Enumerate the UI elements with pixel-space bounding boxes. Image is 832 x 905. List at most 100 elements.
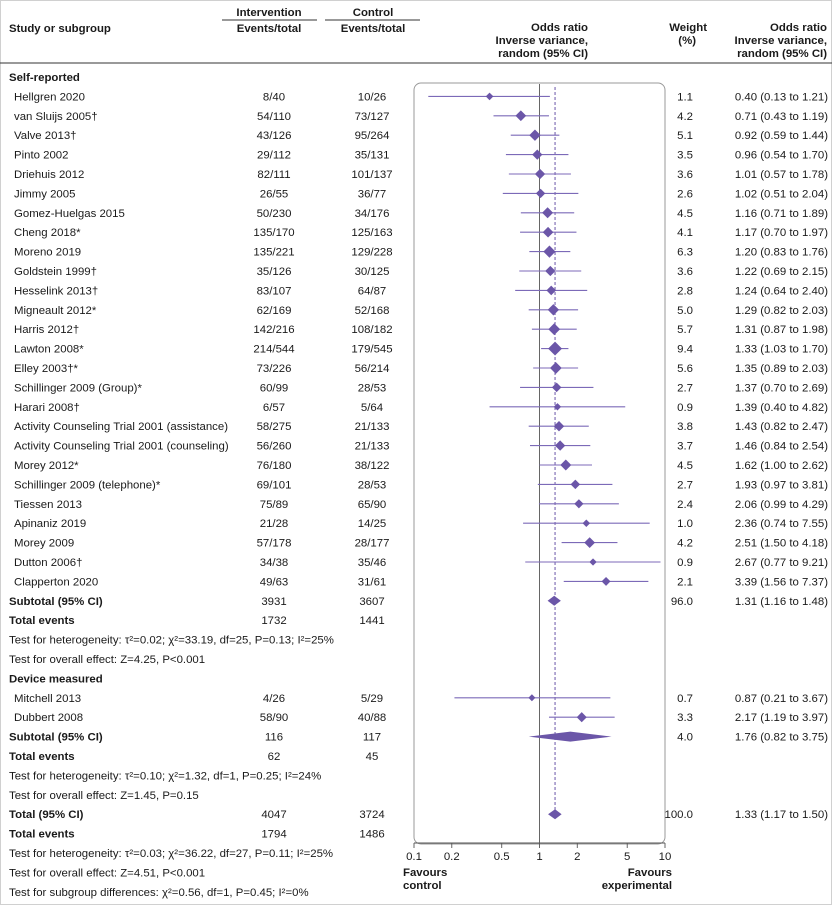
row-label: Test for overall effect: Z=4.51, P<0.001 [9, 867, 205, 879]
intervention-value: 29/112 [257, 150, 291, 162]
intervention-value: 43/126 [257, 130, 292, 142]
row-label: Test for subgroup differences: χ²=0.56, … [9, 887, 309, 899]
row-label: Activity Counseling Trial 2001 (counseli… [14, 441, 229, 453]
control-value: 1486 [359, 829, 384, 841]
odds-ratio-value: 2.36 (0.74 to 7.55) [735, 518, 828, 530]
weight-value: 6.3 [677, 247, 693, 259]
header-control: Control [353, 7, 394, 19]
intervention-value: 82/111 [257, 169, 290, 181]
study-point [548, 341, 562, 356]
odds-ratio-value: 1.46 (0.84 to 2.54) [735, 441, 828, 453]
control-value: 3607 [359, 596, 384, 608]
weight-value: 1.1 [677, 91, 693, 103]
study-point [549, 362, 562, 374]
row-label: Schillinger 2009 (Group)* [14, 382, 142, 394]
intervention-value: 26/55 [260, 188, 289, 200]
intervention-value: 4047 [261, 809, 286, 821]
odds-ratio-value: 1.31 (1.16 to 1.48) [735, 596, 828, 608]
weight-value: 5.1 [677, 130, 693, 142]
row-label: Total (95% CI) [9, 809, 84, 821]
odds-ratio-value: 1.01 (0.57 to 1.78) [735, 169, 828, 181]
row-label: Apinaniz 2019 [14, 518, 86, 530]
odds-ratio-value: 0.92 (0.59 to 1.44) [735, 130, 828, 142]
weight-value: 5.0 [677, 305, 693, 317]
odds-ratio-value: 1.33 (1.17 to 1.50) [735, 809, 828, 821]
row-label: Device measured [9, 673, 103, 685]
odds-ratio-value: 1.76 (0.82 to 3.75) [735, 732, 828, 744]
favours-control-line1: Favours [403, 867, 447, 879]
odds-ratio-value: 1.24 (0.64 to 2.40) [735, 285, 828, 297]
favours-control-line2: control [403, 880, 442, 892]
row-label: Harris 2012† [14, 324, 79, 336]
intervention-value: 3931 [261, 596, 286, 608]
control-value: 10/26 [358, 91, 387, 103]
row-label: Subtotal (95% CI) [9, 732, 103, 744]
weight-value: 1.0 [677, 518, 693, 530]
control-value: 28/53 [358, 382, 387, 394]
control-value: 30/125 [355, 266, 390, 278]
row-label: Test for heterogeneity: τ²=0.03; χ²=36.2… [9, 848, 333, 860]
study-point [553, 420, 565, 432]
study-point [554, 440, 566, 451]
intervention-value: 75/89 [260, 499, 289, 511]
x-tick-label: 1 [536, 851, 542, 863]
control-value: 95/264 [355, 130, 390, 142]
row-label: Tiessen 2013 [14, 499, 82, 511]
control-value: 5/64 [361, 402, 383, 414]
odds-ratio-value: 2.51 (1.50 to 4.18) [735, 538, 828, 550]
header-or-plot-line2: Inverse variance, [496, 35, 588, 47]
odds-ratio-value: 1.33 (1.03 to 1.70) [735, 344, 828, 356]
weight-value: 3.3 [677, 712, 693, 724]
study-point [542, 226, 554, 238]
header-control-events: Events/total [341, 23, 406, 35]
weight-value: 5.7 [677, 324, 693, 336]
row-label: Hesselink 2013† [14, 285, 98, 297]
intervention-value: 62 [268, 751, 281, 763]
weight-value: 5.6 [677, 363, 693, 375]
study-point [576, 712, 587, 723]
intervention-value: 21/28 [260, 518, 289, 530]
control-value: 129/228 [351, 247, 392, 259]
study-point [528, 694, 536, 702]
control-value: 36/77 [358, 188, 387, 200]
intervention-value: 76/180 [257, 460, 292, 472]
odds-ratio-value: 0.71 (0.43 to 1.19) [735, 111, 828, 123]
intervention-value: 83/107 [257, 285, 292, 297]
control-value: 35/131 [355, 150, 390, 162]
row-label: Migneault 2012* [14, 305, 97, 317]
odds-ratio-value: 2.67 (0.77 to 9.21) [735, 557, 828, 569]
intervention-value: 8/40 [263, 91, 285, 103]
intervention-value: 49/63 [260, 576, 289, 588]
header-weight-unit: (%) [678, 35, 696, 47]
study-point [589, 558, 597, 566]
odds-ratio-value: 1.29 (0.82 to 2.03) [735, 305, 828, 317]
control-value: 28/53 [358, 479, 387, 491]
pooled-diamond [547, 595, 561, 606]
study-point [545, 265, 556, 277]
x-tick-label: 2 [574, 851, 580, 863]
favours-experimental-line1: Favours [628, 867, 672, 879]
odds-ratio-value: 1.62 (1.00 to 2.62) [735, 460, 828, 472]
intervention-value: 1794 [261, 829, 286, 841]
intervention-value: 54/110 [257, 111, 291, 123]
control-value: 14/25 [358, 518, 387, 530]
intervention-value: 135/170 [253, 227, 294, 239]
weight-value: 4.5 [677, 208, 693, 220]
intervention-value: 58/90 [260, 712, 289, 724]
row-label: Clapperton 2020 [14, 576, 98, 588]
control-value: 65/90 [358, 499, 387, 511]
row-label: Activity Counseling Trial 2001 (assistan… [14, 421, 228, 433]
row-label: Subtotal (95% CI) [9, 596, 103, 608]
intervention-value: 69/101 [257, 479, 292, 491]
intervention-value: 73/226 [257, 363, 292, 375]
weight-value: 0.9 [677, 402, 693, 414]
study-point [532, 149, 543, 160]
row-label: Mitchell 2013 [14, 693, 81, 705]
control-value: 5/29 [361, 693, 383, 705]
x-tick-label: 5 [624, 851, 630, 863]
intervention-value: 6/57 [263, 402, 285, 414]
study-point [574, 499, 584, 509]
odds-ratio-value: 1.20 (0.83 to 1.76) [735, 247, 828, 259]
intervention-value: 34/38 [260, 557, 289, 569]
study-point [560, 459, 572, 471]
